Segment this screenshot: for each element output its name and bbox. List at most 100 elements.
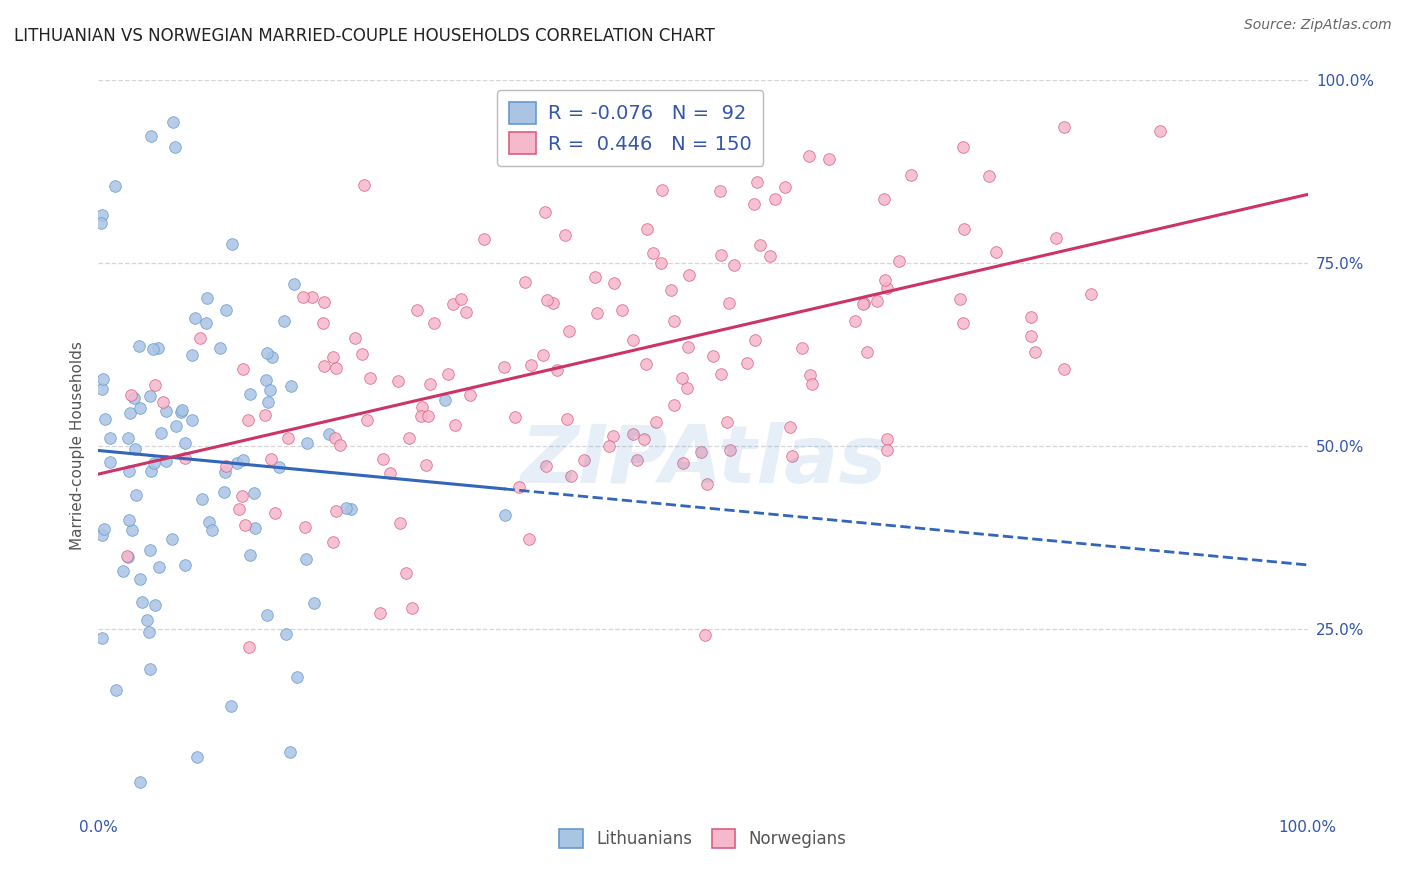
Point (124, 442, 146, 456)
Point (322, 535, 344, 549)
Point (129, 572, 152, 586)
Point (104, 179, 127, 194)
Point (742, 197, 765, 211)
Point (352, 346, 374, 360)
Point (387, 374, 409, 388)
Point (118, 406, 141, 420)
Point (696, 477, 718, 491)
Point (675, 381, 697, 395)
Point (558, 324, 581, 338)
Point (343, 331, 366, 345)
Point (353, 178, 375, 193)
Point (340, 502, 363, 516)
Point (139, 128, 162, 143)
Point (389, 516, 412, 530)
Point (181, 348, 204, 362)
Point (520, 358, 543, 372)
Point (409, 409, 432, 423)
Point (128, 339, 150, 353)
Point (718, 442, 741, 457)
Point (239, 548, 262, 562)
Point (773, 179, 796, 194)
Point (378, 466, 401, 480)
Point (142, 343, 165, 357)
Point (239, 387, 262, 401)
Point (143, 456, 166, 470)
Point (763, 192, 786, 206)
Point (780, 449, 803, 463)
Point (900, 168, 922, 182)
Point (411, 401, 433, 415)
Point (118, 464, 141, 478)
Point (531, 348, 554, 362)
Point (267, 460, 290, 475)
Point (953, 222, 976, 236)
Point (115, 549, 138, 563)
Point (117, 549, 139, 564)
Point (610, 303, 633, 318)
Point (852, 295, 875, 310)
Point (792, 341, 814, 355)
Point (256, 346, 278, 360)
Point (651, 183, 673, 197)
Point (503, 409, 526, 424)
Point (285, 670, 308, 684)
Point (748, 237, 770, 252)
Point (1019, 310, 1042, 324)
Point (225, 456, 247, 470)
Point (173, 558, 195, 573)
Point (128, 775, 150, 789)
Point (260, 452, 283, 467)
Point (325, 360, 347, 375)
Point (422, 316, 444, 330)
Point (644, 415, 666, 429)
Point (276, 626, 298, 640)
Point (242, 485, 264, 500)
Point (952, 316, 974, 330)
Point (238, 413, 260, 427)
Point (672, 456, 695, 470)
Point (1053, 120, 1076, 135)
Point (623, 334, 645, 348)
Point (747, 175, 769, 189)
Point (450, 292, 472, 306)
Point (371, 452, 394, 467)
Point (186, 750, 208, 764)
Point (149, 425, 172, 440)
Point (406, 303, 429, 318)
Point (294, 520, 316, 534)
Point (93, 522, 115, 536)
Point (583, 270, 606, 285)
Point (818, 152, 841, 166)
Point (716, 415, 738, 429)
Point (91, 528, 114, 542)
Point (415, 458, 437, 472)
Point (659, 283, 682, 297)
Text: LITHUANIAN VS NORWEGIAN MARRIED-COUPLE HOUSEHOLDS CORRELATION CHART: LITHUANIAN VS NORWEGIAN MARRIED-COUPLE H… (14, 27, 714, 45)
Point (472, 232, 495, 246)
Point (238, 640, 260, 654)
Point (1149, 124, 1171, 138)
Point (1080, 287, 1102, 301)
Point (543, 296, 565, 310)
Text: ZIPAtlas: ZIPAtlas (520, 422, 886, 500)
Point (695, 628, 717, 642)
Point (100, 455, 122, 469)
Point (634, 357, 657, 371)
Point (800, 376, 823, 391)
Point (979, 169, 1001, 183)
Point (162, 114, 184, 128)
Point (779, 420, 801, 434)
Point (139, 464, 162, 478)
Point (758, 249, 780, 263)
Point (325, 504, 347, 518)
Point (136, 614, 159, 628)
Point (662, 398, 685, 412)
Point (232, 453, 254, 467)
Point (717, 296, 740, 310)
Point (949, 292, 972, 306)
Point (104, 683, 127, 698)
Point (356, 412, 378, 426)
Point (160, 532, 183, 546)
Point (291, 289, 314, 303)
